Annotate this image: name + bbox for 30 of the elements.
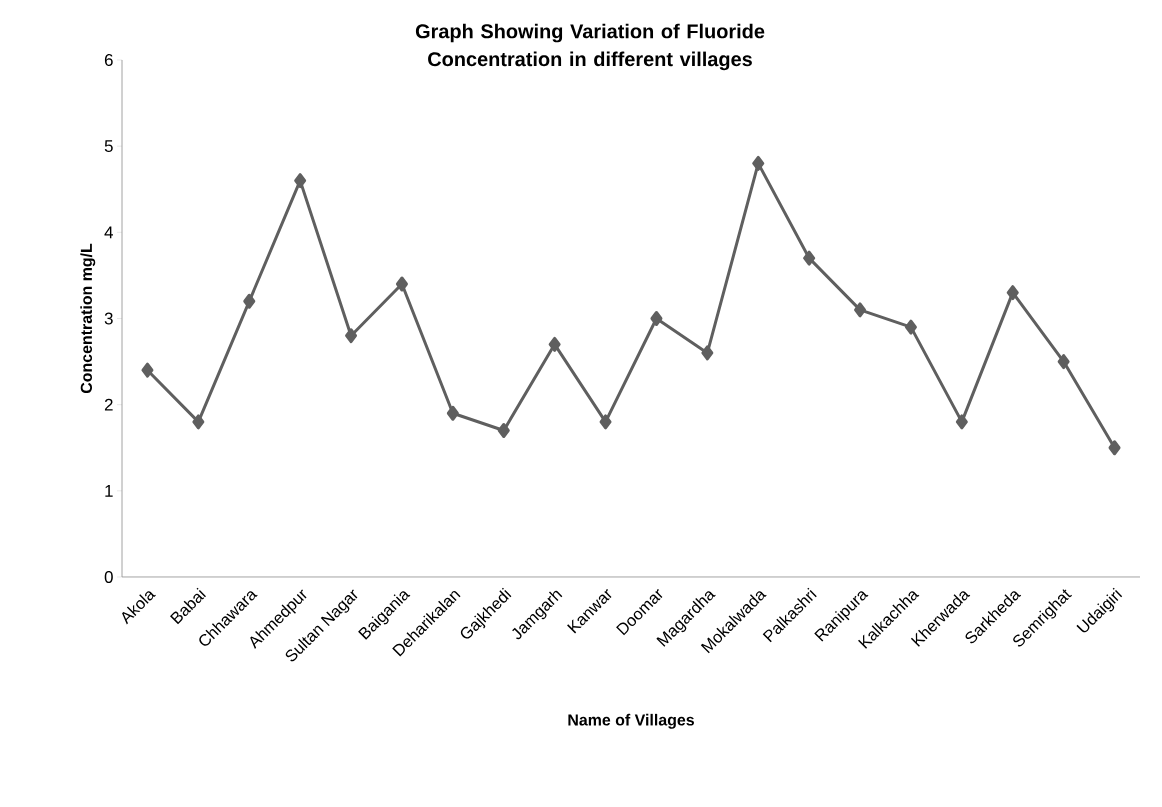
y-tick-label: 0	[104, 570, 113, 583]
point	[904, 319, 917, 335]
point	[345, 328, 358, 344]
point	[1108, 440, 1121, 456]
point	[243, 293, 256, 309]
y-tick-label: 5	[104, 140, 113, 153]
point	[701, 345, 714, 361]
point	[446, 405, 459, 421]
point	[141, 362, 154, 378]
point	[192, 414, 205, 430]
y-tick-label: 4	[104, 226, 113, 239]
point	[1057, 354, 1070, 370]
point	[650, 310, 663, 326]
y-tick-label: 6	[104, 53, 113, 66]
point	[497, 423, 510, 438]
y-tick-label: 2	[104, 398, 113, 411]
y-tick-label: 3	[104, 312, 113, 325]
point	[395, 276, 408, 292]
point	[599, 414, 612, 430]
point	[752, 155, 765, 171]
point	[294, 173, 307, 189]
point	[955, 414, 968, 430]
point	[548, 336, 561, 352]
y-axis-title: Concentration mg/L	[80, 243, 96, 394]
y-tick-label: 1	[105, 484, 113, 497]
point	[803, 250, 816, 266]
point	[854, 302, 867, 318]
x-axis-title: Name of Villages	[568, 713, 694, 729]
chart-title: Graph Showing Variation of Fluoride Concentration in different villages	[415, 23, 765, 71]
point	[1006, 285, 1019, 301]
